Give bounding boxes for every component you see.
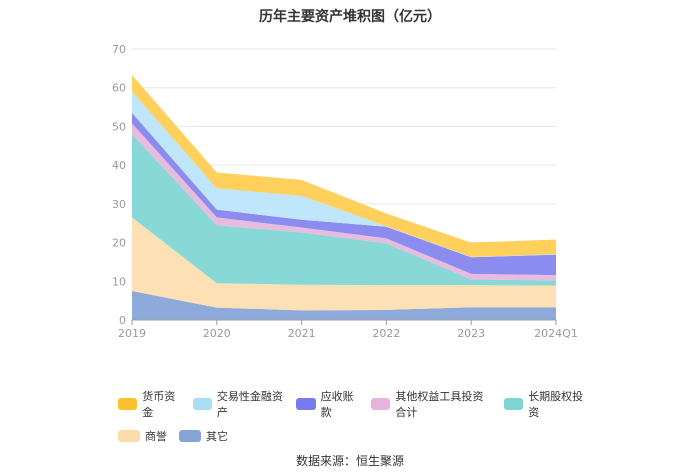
legend-swatch [118, 398, 138, 410]
legend-label: 货币资金 [142, 390, 176, 419]
x-tick-label: 2023 [457, 327, 485, 340]
data-source: 数据来源：恒生聚源 [295, 454, 404, 468]
legend-label: 长期股权投资 [528, 390, 584, 419]
legend-label: 交易性金融资产 [216, 390, 283, 419]
legend-row-1: 货币资金 交易性金融资产 应收账款 其他权益工具投资合计 长期股权投资 [118, 388, 598, 420]
legend-item[interactable]: 长期股权投资 [503, 388, 586, 420]
legend: 货币资金 交易性金融资产 应收账款 其他权益工具投资合计 长期股权投资 商誉 其它 [118, 388, 598, 452]
legend-item[interactable]: 其他权益工具投资合计 [371, 388, 492, 420]
chart-title: 历年主要资产堆积图（亿元） [259, 9, 441, 25]
legend-swatch [371, 398, 391, 410]
area-series-长期股权投资[interactable] [132, 134, 556, 286]
legend-item[interactable]: 商誉 [118, 428, 167, 444]
y-tick-label: 0 [119, 314, 126, 327]
area-series-商誉[interactable] [132, 217, 556, 311]
legend-row-2: 商誉 其它 [118, 428, 598, 444]
legend-item[interactable]: 交易性金融资产 [192, 388, 285, 420]
area-series-应收账款[interactable] [132, 112, 556, 276]
legend-item[interactable]: 其它 [179, 428, 228, 444]
x-tick-label: 2024Q1 [534, 327, 578, 340]
x-tick-label: 2020 [203, 327, 231, 340]
y-tick-label: 10 [112, 275, 126, 288]
y-tick-label: 40 [112, 159, 126, 172]
legend-label: 其他权益工具投资合计 [395, 390, 484, 419]
legend-swatch [192, 398, 212, 410]
legend-swatch [296, 398, 316, 410]
legend-swatch [179, 430, 201, 442]
x-tick-label: 2021 [288, 327, 316, 340]
legend-label: 其它 [206, 430, 228, 443]
legend-item[interactable]: 应收账款 [296, 388, 359, 420]
legend-item[interactable]: 货币资金 [118, 388, 181, 420]
y-tick-label: 60 [112, 82, 126, 95]
legend-label: 商誉 [145, 430, 167, 443]
area-series-其它[interactable] [132, 290, 556, 320]
legend-swatch [118, 430, 140, 442]
legend-label: 应收账款 [320, 390, 354, 419]
legend-swatch [503, 398, 524, 410]
y-tick-label: 50 [112, 120, 126, 133]
y-tick-label: 70 [112, 43, 126, 56]
y-tick-label: 20 [112, 237, 126, 250]
y-tick-label: 30 [112, 198, 126, 211]
area-series [132, 74, 556, 320]
x-tick-label: 2022 [372, 327, 400, 340]
x-tick-label: 2019 [118, 327, 146, 340]
axes: 0 10 20 30 40 50 60 70 2019 2020 2021 2022 2023 2024Q… [112, 43, 578, 340]
